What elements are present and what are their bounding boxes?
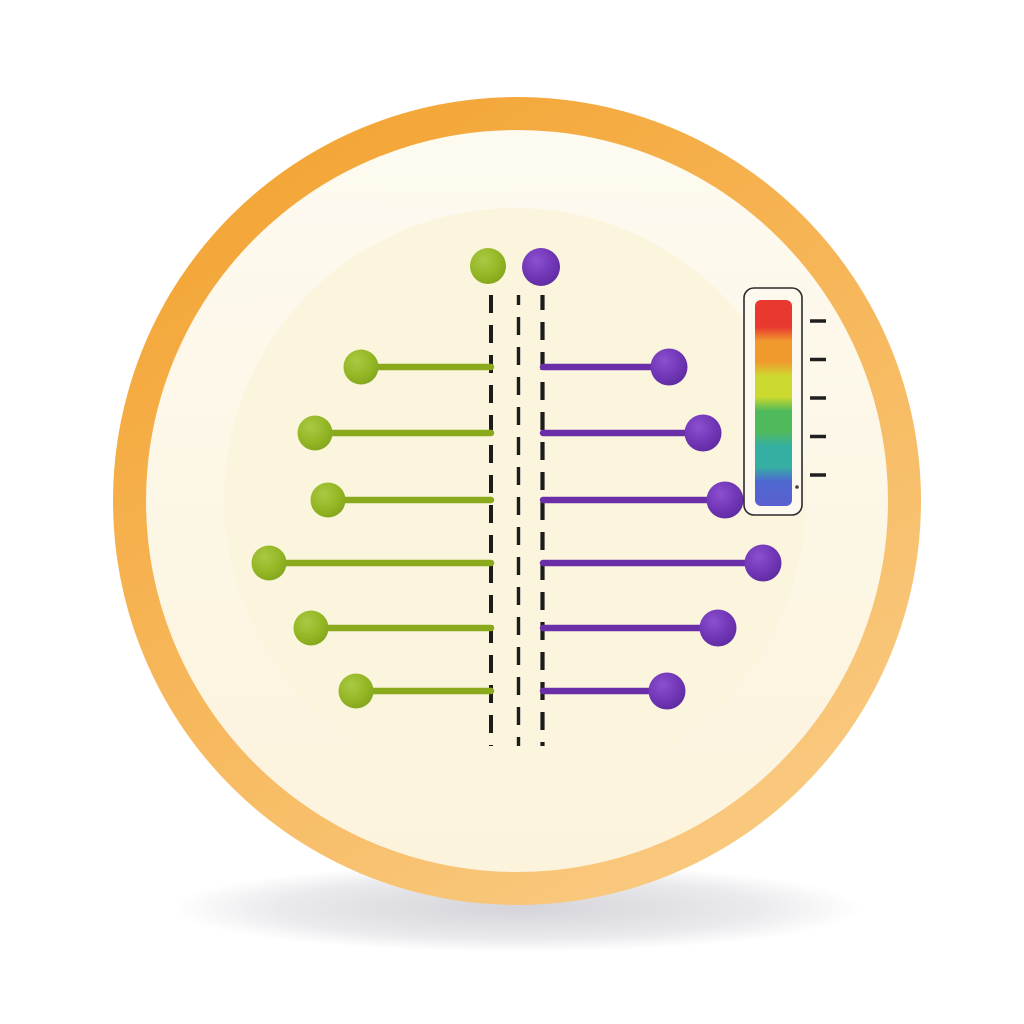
left-lollipop-dot [310,482,346,518]
right-lollipop-dot [706,481,744,519]
series-legend [470,248,560,286]
right-lollipop-dot [744,544,782,582]
left-lollipop-dot [251,545,287,581]
right-lollipop-dot [650,348,688,386]
right-lollipop-dot [699,609,737,647]
legend-dot-left [470,248,506,284]
legend-dot-right [522,248,560,286]
lollipop-row [310,481,744,519]
badge-shadow [172,864,862,952]
colorbar-legend [743,287,826,516]
lollipop-row [297,414,722,452]
right-lollipop-dot [648,672,686,710]
left-lollipop-dot [297,415,333,451]
lollipop-row [251,544,782,582]
left-lollipop-dot [293,610,329,646]
colorbar-gradient [755,300,792,506]
lollipop-row [338,672,686,710]
right-lollipop-dot [684,414,722,452]
colorbar-speck [795,485,799,489]
left-lollipop-dot [338,673,374,709]
lollipop-row [293,609,737,647]
left-lollipop-dot [343,349,379,385]
lollipop-row [343,348,688,386]
